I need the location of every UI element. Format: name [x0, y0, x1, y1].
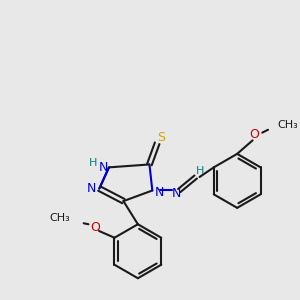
Text: H: H	[89, 158, 98, 167]
Text: N: N	[154, 186, 164, 199]
Text: S: S	[157, 131, 165, 144]
Text: CH₃: CH₃	[278, 120, 298, 130]
Text: O: O	[250, 128, 260, 141]
Text: O: O	[90, 220, 100, 234]
Text: N: N	[172, 187, 181, 200]
Text: CH₃: CH₃	[50, 214, 70, 224]
Text: N: N	[87, 182, 96, 195]
Text: H: H	[195, 166, 204, 176]
Text: N: N	[98, 161, 108, 174]
